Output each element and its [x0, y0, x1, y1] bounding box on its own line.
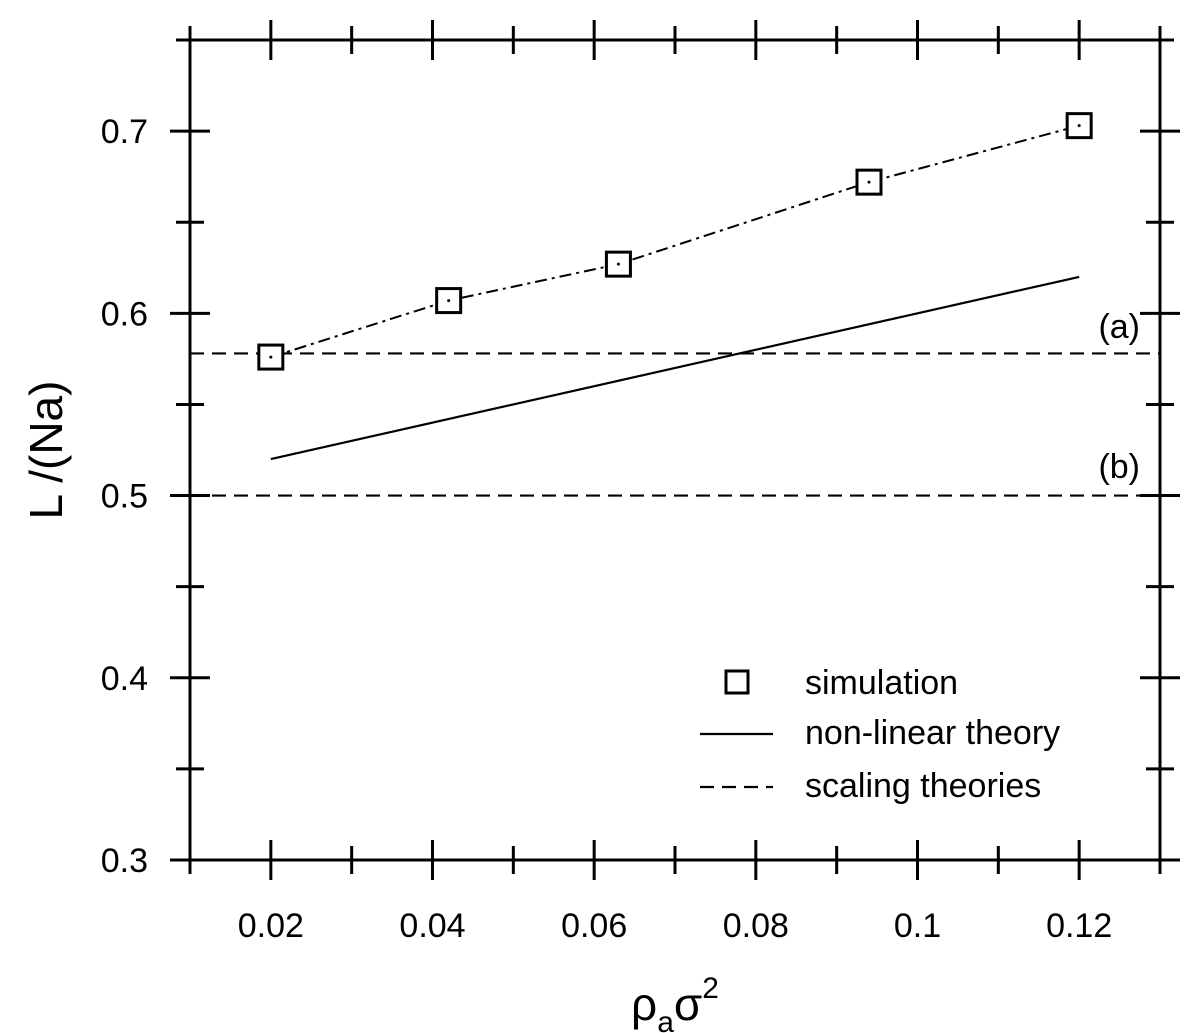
x-axis-title-sub: a: [657, 1006, 674, 1033]
x-tick-label: 0.08: [723, 907, 789, 945]
x-axis-title-sup: 2: [702, 972, 719, 1005]
y-tick-label: 0.6: [101, 295, 148, 333]
legend-scaling-label: scaling theories: [805, 767, 1041, 805]
simulation-point: [1065, 112, 1093, 140]
y-axis-title: L /(Na): [20, 381, 72, 520]
y-tick-label: 0.4: [101, 660, 148, 698]
x-tick-label: 0.12: [1046, 907, 1112, 945]
tick-labels: 0.02 0.04 0.06 0.08 0.1 0.12 0.3 0.4 0.5 0.6 0.7: [101, 113, 1113, 945]
x-axis-title-sigma: σ: [674, 978, 702, 1030]
y-tick-label: 0.7: [101, 113, 148, 151]
legend-simulation-marker: [724, 669, 750, 695]
x-axis-title-rho: ρ: [631, 978, 657, 1030]
annotation-b: (b): [1098, 448, 1140, 486]
x-axis-title: ρaσ2: [631, 972, 719, 1033]
simulation-point-center: [269, 355, 273, 359]
x-tick-label: 0.06: [561, 907, 627, 945]
x-tick-label: 0.04: [399, 907, 465, 945]
x-tick-label: 0.1: [894, 907, 941, 945]
series-layer: [190, 112, 1160, 497]
axis-ticks: [170, 20, 1180, 880]
simulation-point: [257, 343, 285, 371]
legend-simulation-label: simulation: [805, 664, 958, 702]
simulation-point-center: [616, 262, 620, 266]
y-tick-label: 0.5: [101, 478, 148, 516]
annotation-a: (a): [1098, 308, 1140, 346]
x-tick-label: 0.02: [238, 907, 304, 945]
legend: simulation non-linear theory scaling the…: [700, 664, 1060, 805]
simulation-line: [270, 124, 1080, 359]
legend-nonlinear-label: non-linear theory: [805, 714, 1060, 752]
simulation-point-center: [1077, 124, 1081, 128]
simulation-point-center: [447, 299, 451, 303]
y-tick-label: 0.3: [101, 842, 148, 880]
nonlinear-theory-line: [270, 275, 1080, 461]
simulation-point-center: [867, 180, 871, 184]
